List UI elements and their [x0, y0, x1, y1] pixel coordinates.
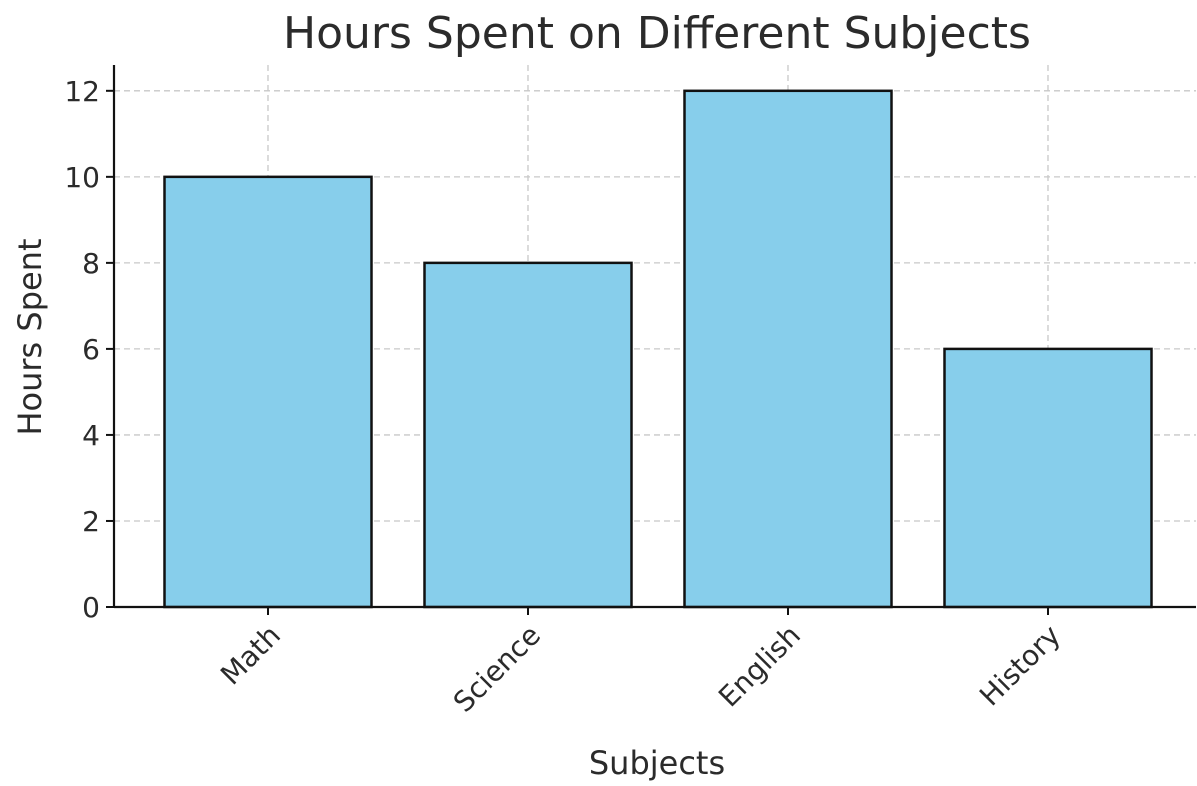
y-tick-label: 4 — [82, 419, 100, 452]
x-tick-label-english: English — [712, 619, 807, 714]
y-tick-label: 12 — [64, 75, 100, 108]
y-tick-label: 10 — [64, 161, 100, 194]
bar-english — [683, 89, 893, 609]
chart-title: Hours Spent on Different Subjects — [283, 8, 1031, 59]
x-tick-label-science: Science — [447, 619, 547, 719]
x-axis-label: Subjects — [589, 744, 725, 782]
y-tick-label: 2 — [82, 505, 100, 538]
x-tick-label-math: Math — [214, 619, 287, 692]
bar-history — [943, 347, 1153, 609]
y-tick-label: 6 — [82, 333, 100, 366]
y-tick-label: 8 — [82, 247, 100, 280]
bar-layer — [163, 89, 1153, 609]
y-axis-label: Hours Spent — [11, 238, 49, 435]
bar-math — [163, 175, 373, 609]
x-tick-label-history: History — [973, 619, 1067, 713]
y-tick-label: 0 — [82, 591, 100, 624]
axis-layer — [112, 65, 1196, 609]
bar-science — [423, 261, 633, 609]
